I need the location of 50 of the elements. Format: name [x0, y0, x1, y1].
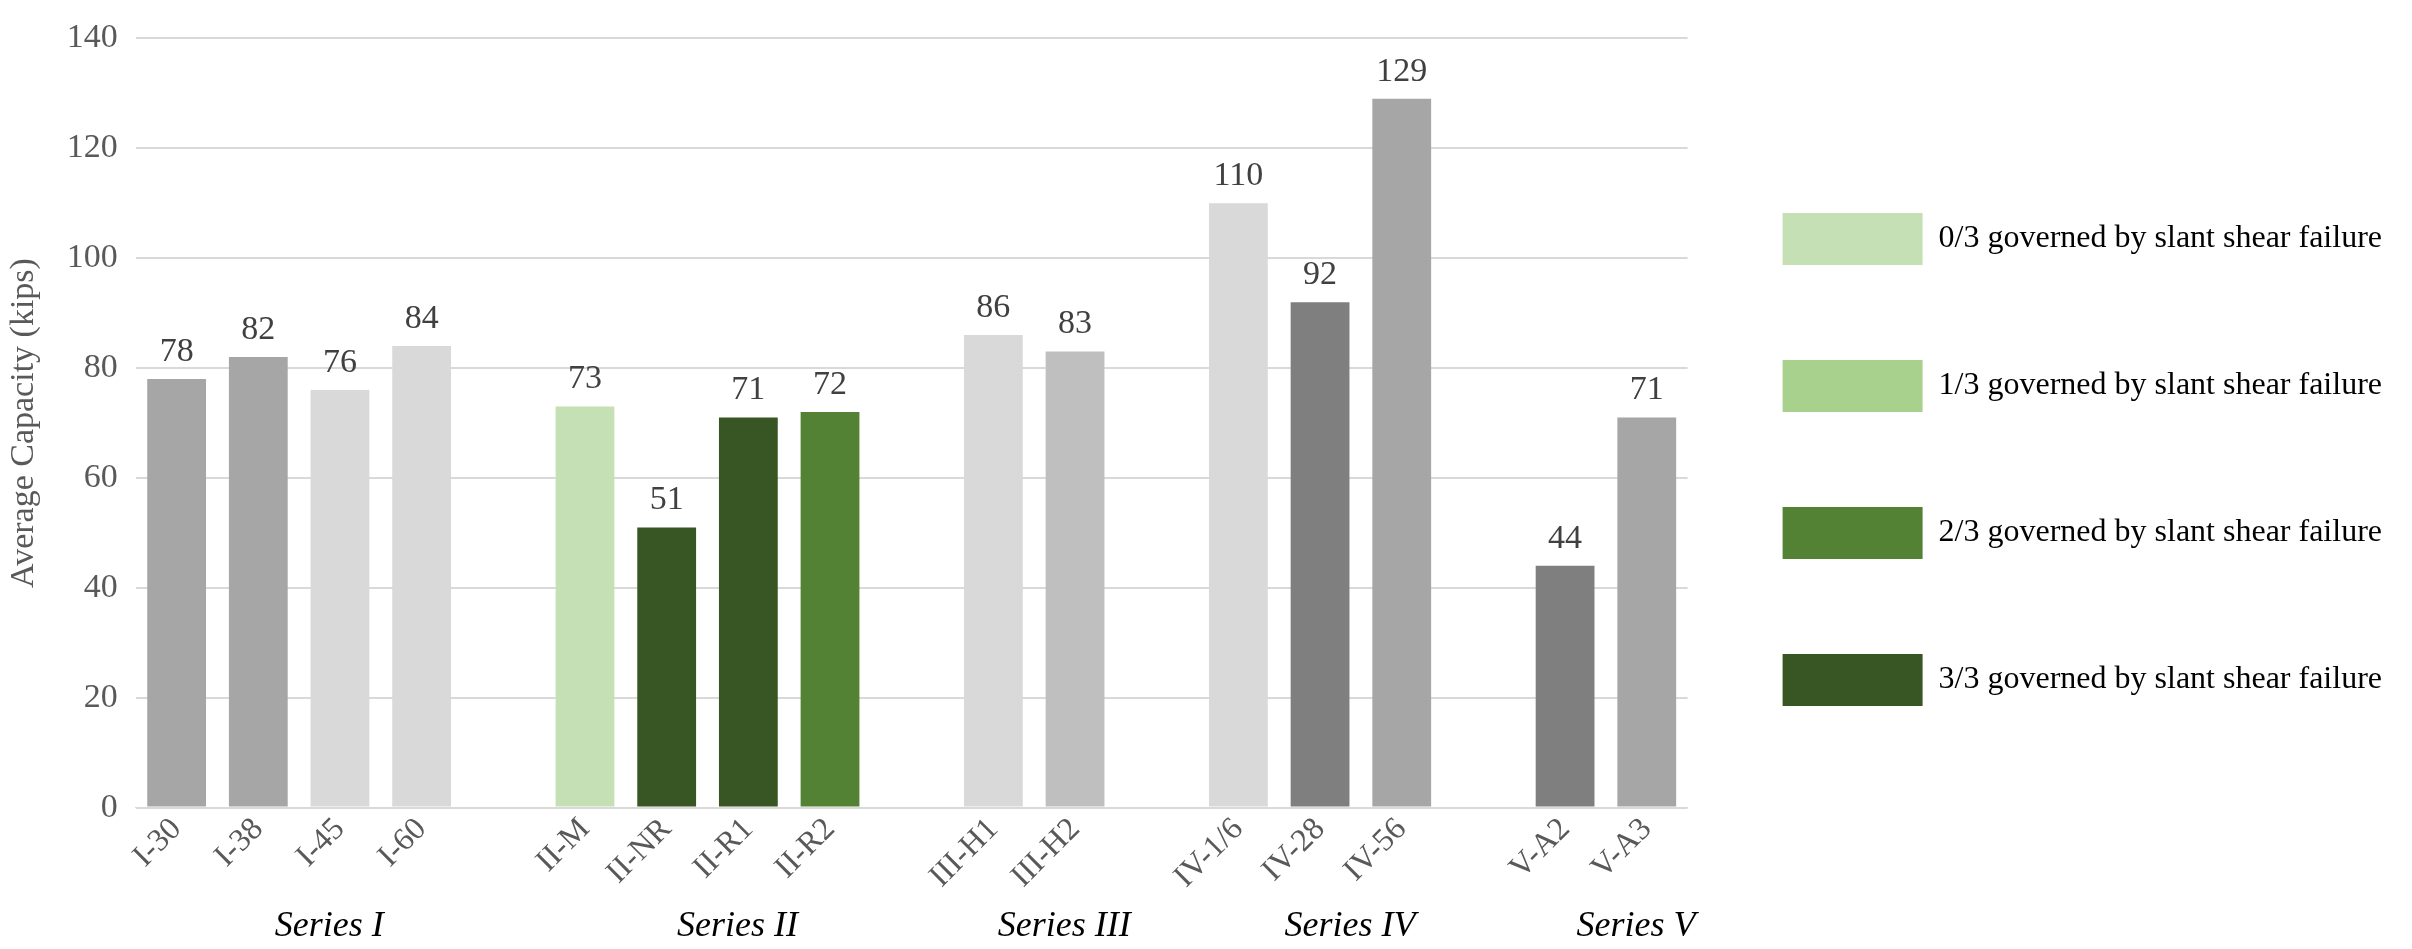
x-tick-label: I-45 — [287, 809, 351, 873]
data-label: 76 — [322, 341, 357, 379]
data-label: 83 — [1058, 303, 1093, 341]
data-label: 71 — [731, 369, 766, 407]
x-tick-label: V-A2 — [1501, 809, 1576, 885]
y-tick-label: 140 — [66, 17, 118, 55]
bar — [800, 412, 860, 807]
text: Series II — [677, 904, 800, 945]
data-label: 71 — [1629, 369, 1664, 407]
data-label: 51 — [649, 479, 684, 517]
bar — [637, 527, 697, 807]
bar — [1045, 351, 1105, 807]
y-tick-label: 20 — [83, 676, 118, 714]
legend-label: 1/3 governed by slant shear failure — [1938, 365, 2382, 402]
text: Series I — [274, 904, 386, 945]
data-label: 92 — [1303, 254, 1338, 292]
data-label: 72 — [813, 363, 848, 401]
y-tick-label: 60 — [83, 456, 118, 494]
y-tick-label: 80 — [83, 346, 118, 384]
bar — [147, 379, 207, 807]
bar — [1372, 98, 1432, 807]
legend-label: 3/3 governed by slant shear failure — [1938, 659, 2382, 696]
data-label: 110 — [1213, 155, 1264, 193]
bar — [1290, 302, 1350, 807]
x-tick-label: I-30 — [124, 809, 188, 873]
x-tick-label: I-38 — [206, 809, 270, 873]
y-tick-label: 40 — [83, 566, 118, 604]
x-tick-label: V-A3 — [1582, 809, 1658, 885]
y-tick-label: 120 — [66, 127, 118, 165]
text: Series V — [1576, 904, 1700, 945]
data-label: 78 — [159, 330, 194, 368]
text: Series III — [997, 904, 1133, 945]
bar — [1535, 565, 1595, 807]
data-label: 44 — [1548, 517, 1583, 555]
y-axis-title: Average Capacity (kips) — [3, 258, 42, 588]
bar — [555, 406, 615, 807]
y-tick-label: 0 — [100, 786, 118, 824]
legend-label: 0/3 governed by slant shear failure — [1938, 218, 2382, 255]
y-tick-label: 100 — [66, 237, 118, 275]
x-tick-label: I-60 — [369, 809, 433, 873]
legend-label: 2/3 governed by slant shear failure — [1938, 512, 2382, 549]
data-label: 73 — [568, 358, 602, 396]
data-label: 86 — [976, 287, 1011, 325]
data-label: 82 — [241, 308, 276, 346]
bar — [718, 417, 778, 807]
text: Series IV — [1284, 904, 1420, 945]
bar — [228, 357, 288, 807]
data-label: 129 — [1376, 50, 1428, 88]
data-label: 84 — [404, 298, 439, 335]
bar — [1617, 417, 1677, 807]
